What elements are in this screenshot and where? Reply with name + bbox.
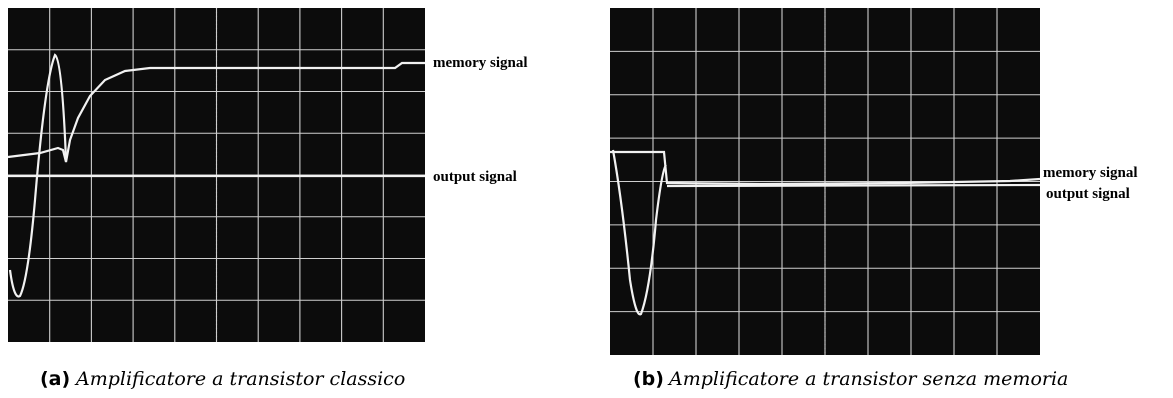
- caption-tag: (b): [633, 368, 664, 390]
- caption-tag: (a): [40, 368, 70, 390]
- caption: Amplificatore a transistor classico: [74, 368, 405, 390]
- label: memory signal: [433, 55, 528, 71]
- label: memory signal: [1043, 165, 1138, 181]
- caption: Amplificatore a transistor senza memoria: [667, 368, 1068, 390]
- figure: memory signal output signal (a) Amplific…: [0, 0, 1173, 398]
- label: output signal: [433, 169, 517, 185]
- output-trace-b: [667, 185, 1040, 186]
- label: output signal: [1046, 186, 1130, 202]
